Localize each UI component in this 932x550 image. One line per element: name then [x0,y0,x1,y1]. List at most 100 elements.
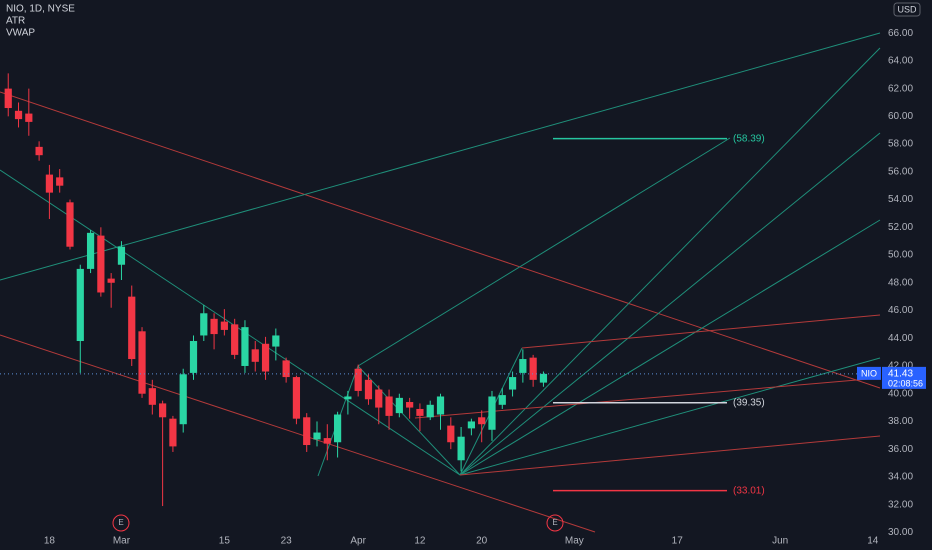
candle-body [292,377,301,419]
candle-body [76,268,84,342]
y-tick-label: 60.00 [888,111,913,122]
x-tick-label: 15 [219,536,231,547]
level-label: (33.01) [733,485,765,496]
y-tick-label: 64.00 [888,56,913,67]
candle-body [189,341,198,373]
y-tick-label: 58.00 [888,139,913,150]
y-tick-label: 30.00 [888,527,913,538]
candle-body [498,395,506,405]
x-tick-label: 23 [281,536,293,547]
y-tick-label: 62.00 [888,83,913,94]
header-title: NIO, 1D, NYSE [6,4,75,15]
candle-body [261,343,270,372]
candle-body [107,278,115,283]
x-tick-label: Apr [350,536,366,547]
events: E E [112,514,564,532]
y-tick-label: 42.00 [888,361,913,372]
event-label: E [118,518,123,527]
y-tick-label: 38.00 [888,416,913,427]
indicator: VWAP [6,28,35,39]
trend-line [0,169,461,476]
candle-body [66,202,74,247]
candle-body [282,360,290,378]
y-tick-label: 52.00 [888,222,913,233]
candle-body [406,402,414,408]
candle-body [4,88,12,109]
candle-body [426,404,434,418]
candle-body [385,396,393,416]
candle-body [364,379,373,400]
candle-body [395,397,403,414]
x-tick-label: 12 [414,536,426,547]
candle-body [210,318,218,335]
candle-body [457,436,465,461]
candle-body [303,417,311,446]
x-tick-label: Mar [113,536,131,547]
y-tick-label: 34.00 [888,472,913,483]
indicator: ATR [6,16,25,27]
candle-body [14,110,23,120]
candle-body [354,368,362,391]
drawings [0,32,881,533]
fan-line [459,47,881,476]
countdown: 02:08:56 [888,378,923,388]
x-tick-label: Jun [772,536,788,547]
y-tick-label: 46.00 [888,305,913,316]
currency-badge[interactable] [893,2,921,17]
symbol-label: NIO [861,368,877,378]
candle-body [333,414,342,443]
fan-line [459,357,881,476]
y-tick-label: 56.00 [888,166,913,177]
candle-body [241,327,249,366]
candle-body [148,388,156,405]
candle-body [344,396,352,400]
x-tick-label: 18 [44,536,56,547]
trend-line [357,365,461,476]
trend-line [0,334,596,533]
candle-body [436,396,445,415]
candle-body [220,321,228,330]
y-tick-label: 50.00 [888,250,913,261]
x-tick-label: May [565,536,584,547]
candle-body [508,377,517,390]
candle-body [169,418,177,447]
trend-line [0,91,881,389]
fan-line [459,219,881,476]
trend-line [414,377,881,419]
trend-line [521,314,881,349]
candle-body [200,313,208,336]
event-marker[interactable] [112,514,130,532]
x-tick-label: 14 [867,536,879,547]
candle-body [313,432,321,440]
currency[interactable]: USD [897,4,917,14]
candle-body [138,331,146,394]
event-label: E [552,518,557,527]
candle-body [251,349,259,362]
symbol-badge [857,366,881,380]
candle-body [25,113,33,122]
candle-body [45,174,54,193]
candle-body [375,389,383,408]
candle-body [539,373,548,383]
candle-body [159,403,167,418]
candle-body [529,357,537,380]
x-tick-label: 17 [672,536,684,547]
price-badge [882,366,926,389]
candle-body [323,438,331,444]
candle-body [56,177,64,186]
y-tick-label: 32.00 [888,499,913,510]
candle-body [416,408,424,416]
x-tick-label: 20 [476,536,488,547]
candle-body [447,425,455,443]
fan-line [459,132,881,476]
trend-line [0,32,881,281]
candle-body [86,232,95,269]
event-marker[interactable] [546,514,564,532]
y-tick-label: 40.00 [888,388,913,399]
candle-body [117,246,126,265]
candle-body [128,296,136,360]
candle-body [272,335,280,347]
candle-body [35,146,43,156]
level-label: (58.39) [733,133,765,144]
fan-line [459,435,881,476]
